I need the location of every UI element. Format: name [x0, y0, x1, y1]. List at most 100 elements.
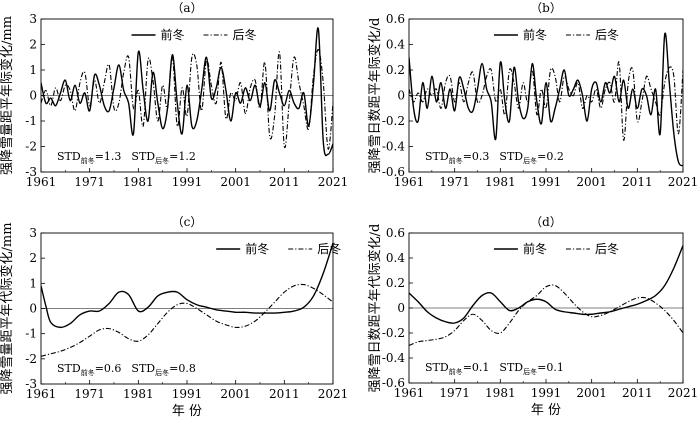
y-tick-label: 1 — [29, 63, 37, 77]
panel-label: （d） — [530, 215, 562, 229]
series-line-qiandong — [41, 27, 333, 157]
std-value: =1.2 — [169, 150, 196, 163]
std-subscript: 后冬 — [523, 156, 537, 165]
y-tick-label: 1 — [29, 276, 37, 290]
legend-label: 后冬 — [233, 27, 257, 42]
x-tick-label: 1961 — [26, 387, 57, 401]
y-axis-label: 强降雪量距平年际变化/mm — [0, 16, 15, 175]
y-tick-label: 0.4 — [386, 38, 405, 52]
std-prefix: STD — [131, 150, 155, 163]
panel-label: （b） — [530, 1, 562, 15]
series-line-qiandong — [41, 242, 333, 329]
x-tick-label: 2021 — [318, 387, 349, 401]
y-tick-label: -3 — [25, 377, 37, 391]
panel-a: 1961 1971 1981 1991 2001 2011 2021 -3 -2 -1 0 1 2 3 （a… — [0, 1, 348, 189]
y-axis-label: 强降雪量距平年代际变化/mm — [0, 222, 15, 394]
std-prefix: STD — [499, 361, 523, 374]
series-line-houdong — [41, 49, 333, 150]
legend-label: 后冬 — [595, 27, 619, 42]
y-tick-label: -0.6 — [382, 376, 405, 390]
y-tick-label: 0 — [29, 89, 37, 103]
y-tick-label: 0 — [397, 301, 405, 315]
x-tick-label: 2021 — [318, 175, 349, 189]
series-line-houdong — [41, 283, 333, 357]
y-tick-label: 0.2 — [386, 63, 405, 77]
y-tick-label: 0 — [397, 89, 405, 103]
x-tick-label: 2011 — [622, 175, 653, 189]
x-tick-label: 1971 — [439, 386, 470, 400]
std-prefix: STD — [57, 362, 81, 375]
y-tick-label: 0 — [29, 302, 37, 316]
panel-label: （c） — [172, 215, 203, 229]
std-prefix: STD — [499, 150, 523, 163]
std-annotation: STD前冬=0.1 STD后冬=0.1 — [425, 361, 564, 376]
std-subscript: 前冬 — [449, 367, 463, 376]
panel-d: 1961 1971 1981 1991 2001 2011 2021 -0.6 -0.4 -0.2… — [367, 215, 698, 418]
std-annotation: STD前冬=0.6 STD后冬=0.8 — [57, 362, 196, 377]
std-prefix: STD — [425, 361, 449, 374]
y-axis-label: 强降雪日数距平年代际变化/d — [367, 224, 383, 393]
std-subscript: 后冬 — [155, 156, 169, 165]
x-tick-label: 1961 — [26, 175, 57, 189]
x-tick-label: 1961 — [394, 175, 425, 189]
std-annotation: STD前冬=0.3 STD后冬=0.2 — [425, 150, 564, 165]
std-value: =1.3 — [95, 150, 122, 163]
series-line-houdong — [409, 61, 683, 141]
y-tick-label: -0.6 — [382, 165, 405, 179]
x-tick-label: 1981 — [485, 175, 516, 189]
x-tick-label: 2011 — [622, 386, 653, 400]
x-tick-label: 2001 — [576, 386, 607, 400]
x-tick-label: 1981 — [123, 387, 154, 401]
std-value: =0.6 — [95, 362, 122, 375]
std-subscript: 前冬 — [81, 368, 95, 377]
y-tick-label: 3 — [29, 226, 37, 240]
legend-label: 前冬 — [245, 241, 269, 256]
y-tick-label: -0.2 — [382, 326, 405, 340]
x-tick-label: 2011 — [269, 175, 300, 189]
y-tick-label: 2 — [29, 38, 37, 52]
legend-label: 前冬 — [523, 241, 547, 256]
std-prefix: STD — [131, 362, 155, 375]
std-prefix: STD — [57, 150, 81, 163]
y-tick-label: -2 — [25, 352, 37, 366]
std-subscript: 前冬 — [81, 156, 95, 165]
std-subscript: 后冬 — [523, 367, 537, 376]
std-value: =0.1 — [537, 361, 564, 374]
x-tick-label: 1991 — [531, 175, 562, 189]
x-tick-label: 1991 — [172, 175, 203, 189]
y-axis-label: 强降雪日数距平年际变化/d — [367, 18, 383, 174]
panel-b: 1961 1971 1981 1991 2001 2011 2021 -0.6 -0.4 -0.2… — [367, 1, 698, 189]
y-tick-label: -3 — [25, 165, 37, 179]
legend-label: 后冬 — [595, 241, 619, 256]
x-tick-label: 2011 — [269, 387, 300, 401]
std-value: =0.1 — [463, 361, 490, 374]
x-tick-label: 1991 — [531, 386, 562, 400]
x-tick-label: 2001 — [576, 175, 607, 189]
x-tick-label: 1971 — [74, 175, 105, 189]
x-tick-label: 2021 — [668, 386, 699, 400]
std-value: =0.8 — [169, 362, 196, 375]
legend-label: 前冬 — [523, 27, 547, 42]
y-tick-label: 3 — [29, 12, 37, 26]
x-tick-label: 2001 — [220, 387, 251, 401]
y-tick-label: -0.4 — [382, 140, 406, 154]
x-tick-label: 2001 — [220, 175, 251, 189]
series-line-qiandong — [409, 32, 683, 167]
y-tick-label: 2 — [29, 251, 37, 265]
x-axis-label: 年 份 — [531, 403, 561, 418]
y-tick-label: -2 — [25, 140, 37, 154]
panel-label: （a） — [171, 1, 202, 15]
y-tick-label: -0.4 — [382, 351, 406, 365]
x-tick-label: 2021 — [668, 175, 699, 189]
std-value: =0.2 — [537, 150, 564, 163]
y-tick-label: 0.6 — [386, 226, 405, 240]
y-tick-label: 0.4 — [386, 251, 405, 265]
x-tick-label: 1971 — [439, 175, 470, 189]
x-tick-label: 1991 — [172, 387, 203, 401]
std-value: =0.3 — [463, 150, 490, 163]
std-subscript: 前冬 — [449, 156, 463, 165]
series-line-qiandong — [409, 245, 683, 324]
x-tick-label: 1971 — [74, 387, 105, 401]
x-tick-label: 1961 — [394, 386, 425, 400]
series-line-houdong — [409, 284, 683, 347]
